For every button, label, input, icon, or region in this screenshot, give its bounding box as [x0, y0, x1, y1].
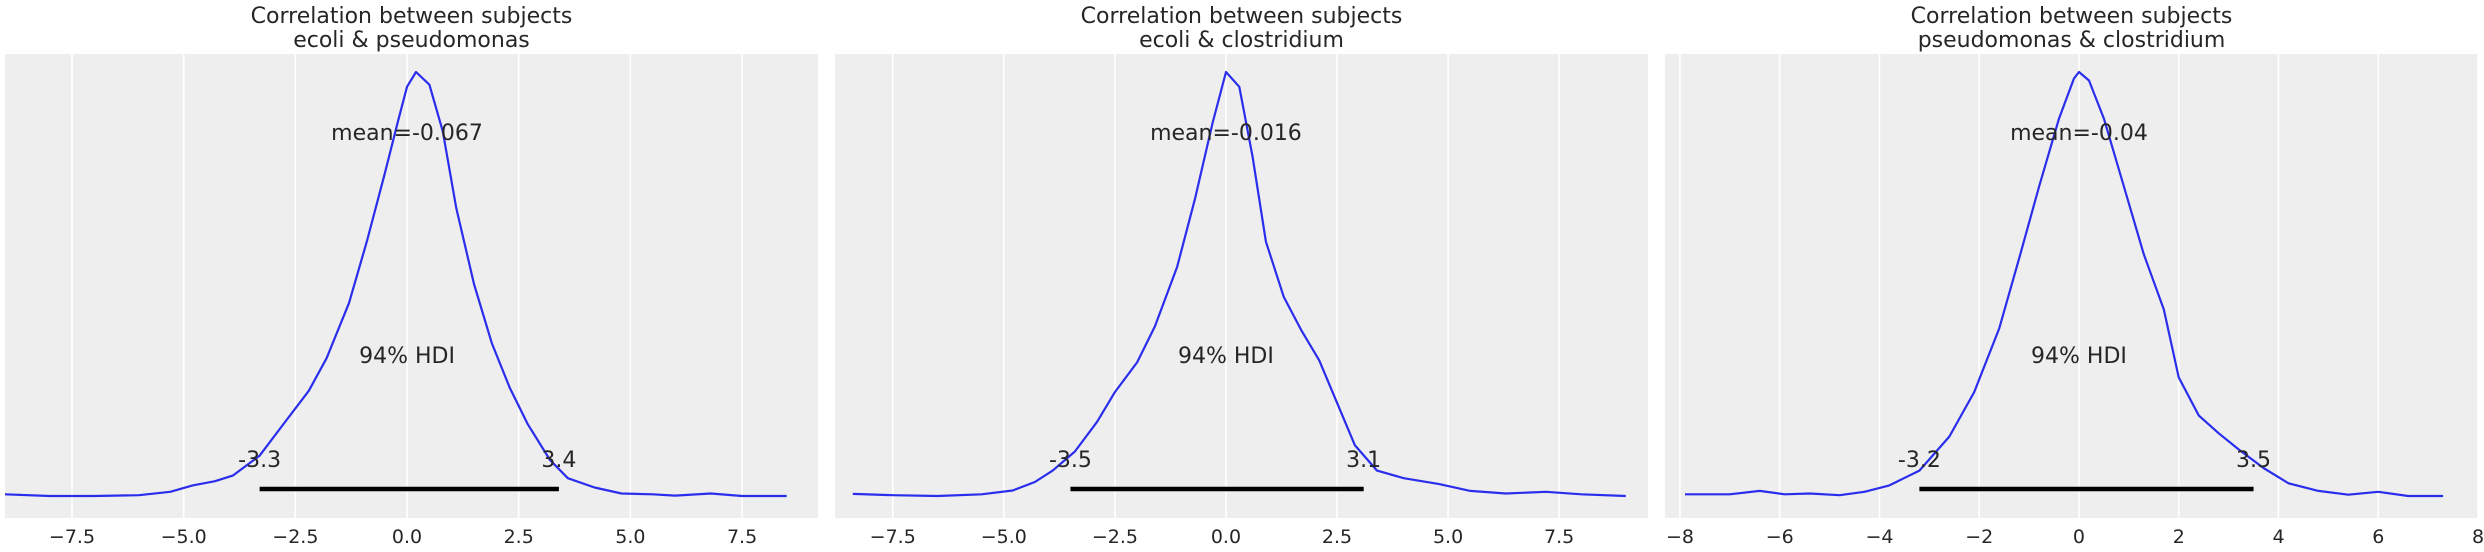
panel-3: −8 −6 −4 −2 0 2 4 6 8 mean=-0.04 94% HDI -3.2 3.5 Cor… [1665, 4, 2484, 548]
x-tick-label: 7.5 [1544, 526, 1574, 548]
x-tick-label: 2.5 [504, 526, 534, 548]
panel-2: −7.5 −5.0 −2.5 0.0 2.5 5.0 7.5 mean=-0.016 94% H… [835, 4, 1648, 548]
plot-area [5, 54, 818, 518]
x-tick-label: −5.0 [161, 526, 207, 548]
panel-title-line1: Correlation between subjects [1081, 4, 1403, 29]
panel-title-line2: ecoli & clostridium [1139, 28, 1344, 53]
x-tick-label: −7.5 [49, 526, 95, 548]
x-tick-label: −5.0 [981, 526, 1027, 548]
x-tick-label: −7.5 [870, 526, 916, 548]
panel-1: −7.5 −5.0 −2.5 0.0 2.5 5.0 7.5 mean=-0.067 94% H… [4, 4, 818, 548]
mean-label: mean=-0.016 [1150, 121, 1302, 146]
density-line [1685, 70, 2444, 498]
x-tick-label: 0.0 [392, 526, 422, 548]
x-tick-label: 2 [2173, 526, 2185, 548]
x-tick-label: 0 [2073, 526, 2085, 548]
density-line [852, 70, 1626, 498]
hdi-label: 94% HDI [2031, 344, 2127, 369]
hdi-label: 94% HDI [359, 344, 455, 369]
x-tick-label: −6 [1766, 526, 1794, 548]
density-line [4, 70, 787, 498]
x-tick-label: 4 [2272, 526, 2284, 548]
x-tick-label: 5.0 [615, 526, 645, 548]
mean-label: mean=-0.04 [2010, 121, 2148, 146]
x-tick-label: 8 [2472, 526, 2484, 548]
plot-area [1665, 54, 2478, 518]
x-tick-label: 5.0 [1433, 526, 1463, 548]
hdi-high-label: 3.5 [2236, 448, 2271, 473]
x-tick-label: 2.5 [1322, 526, 1352, 548]
hdi-label: 94% HDI [1178, 344, 1274, 369]
hdi-low-label: -3.5 [1049, 448, 1092, 473]
plot-area [835, 54, 1648, 518]
x-tick-label: −2.5 [1092, 526, 1138, 548]
x-tick-label: 0.0 [1211, 526, 1241, 548]
x-tick-label: −4 [1865, 526, 1893, 548]
hdi-high-label: 3.4 [541, 448, 576, 473]
x-tick-label: −2 [1965, 526, 1993, 548]
hdi-low-label: -3.3 [238, 448, 281, 473]
panel-title-line1: Correlation between subjects [1911, 4, 2233, 29]
panel-title-line2: ecoli & pseudomonas [293, 28, 530, 53]
hdi-high-label: 3.1 [1346, 448, 1381, 473]
mean-label: mean=-0.067 [331, 121, 483, 146]
x-tick-label: −2.5 [272, 526, 318, 548]
x-tick-label: 6 [2372, 526, 2384, 548]
hdi-low-label: -3.2 [1898, 448, 1941, 473]
x-tick-label: −8 [1666, 526, 1694, 548]
x-tick-label: 7.5 [727, 526, 757, 548]
panel-title-line1: Correlation between subjects [251, 4, 573, 29]
panel-title-line2: pseudomonas & clostridium [1918, 28, 2226, 53]
